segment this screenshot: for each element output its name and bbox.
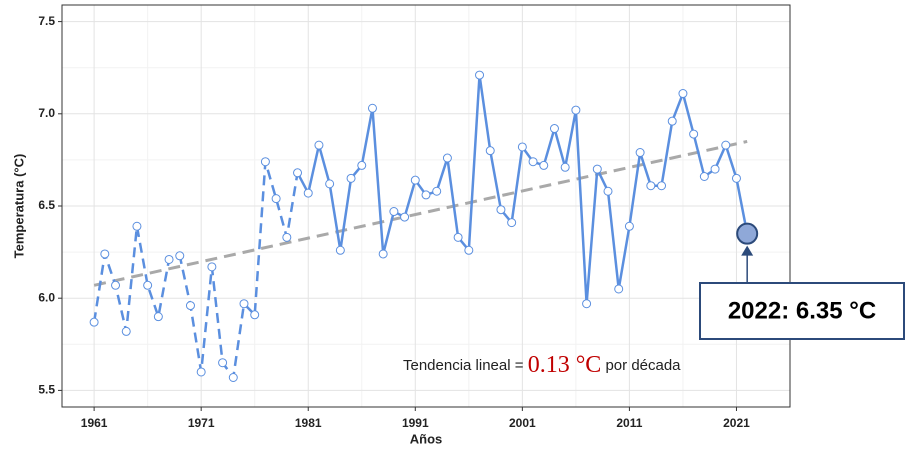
point: [303, 188, 313, 198]
point: [464, 245, 474, 255]
point: [710, 164, 720, 174]
y-tick-label: 6.5: [38, 198, 55, 212]
callout-arrowhead: [741, 245, 754, 256]
point: [421, 190, 431, 200]
highlight-point: [736, 222, 759, 245]
point: [721, 140, 731, 150]
point: [560, 162, 570, 172]
trend-value: 0.13 °C: [528, 352, 602, 378]
point: [689, 129, 699, 139]
callout-text: 2022: 6.35 °C: [728, 297, 876, 324]
point: [367, 103, 377, 113]
point: [442, 153, 452, 163]
point: [175, 251, 185, 261]
point: [539, 160, 549, 170]
point: [485, 146, 495, 156]
point: [260, 157, 270, 167]
point: [282, 232, 292, 242]
x-tick-label: 1991: [402, 416, 429, 430]
point: [378, 249, 388, 259]
x-tick-label: 2021: [723, 416, 750, 430]
point: [507, 218, 517, 228]
point: [335, 245, 345, 255]
callout-box: [699, 282, 905, 340]
point: [453, 232, 463, 242]
point: [699, 171, 709, 181]
trend-label: Tendencia lineal = 0.13 °C por década: [403, 352, 681, 378]
x-axis-title: Años: [410, 431, 443, 446]
point: [185, 301, 195, 311]
x-tick-label: 1971: [188, 416, 215, 430]
point: [475, 70, 485, 80]
point: [357, 160, 367, 170]
point: [400, 212, 410, 222]
point: [346, 173, 356, 183]
x-tick-label: 1961: [81, 416, 108, 430]
point: [549, 124, 559, 134]
point: [239, 299, 249, 309]
point: [571, 105, 581, 115]
point: [293, 168, 303, 178]
point: [196, 367, 206, 377]
point: [143, 280, 153, 290]
y-tick-label: 7.0: [38, 106, 55, 120]
point: [218, 358, 228, 368]
point: [325, 179, 335, 189]
y-tick-label: 6.0: [38, 290, 55, 304]
point: [111, 280, 121, 290]
point: [314, 140, 324, 150]
x-tick-label: 2011: [616, 416, 642, 430]
point: [432, 186, 442, 196]
point: [528, 157, 538, 167]
point: [121, 326, 131, 336]
point: [624, 221, 634, 231]
trend-suffix: por década: [605, 357, 681, 374]
point: [517, 142, 527, 152]
trend-prefix: Tendencia lineal =: [403, 357, 524, 374]
y-axis-title: Temperatura (°C): [11, 154, 26, 259]
point: [657, 181, 667, 191]
point: [207, 262, 217, 272]
point: [731, 173, 741, 183]
x-tick-label: 2001: [509, 416, 536, 430]
point: [228, 372, 238, 382]
point: [250, 310, 260, 320]
point: [132, 221, 142, 231]
point: [389, 207, 399, 217]
point: [100, 249, 110, 259]
point: [592, 164, 602, 174]
point: [410, 175, 420, 185]
y-tick-label: 7.5: [38, 14, 55, 28]
point: [678, 89, 688, 99]
point: [635, 148, 645, 158]
point: [153, 312, 163, 322]
y-tick-label: 5.5: [38, 383, 55, 397]
line-dashed: [92, 161, 299, 381]
point: [614, 284, 624, 294]
point: [89, 317, 99, 327]
x-tick-label: 1981: [295, 416, 322, 430]
point: [603, 186, 613, 196]
point: [582, 299, 592, 309]
plot-border: [61, 4, 791, 408]
point: [496, 205, 506, 215]
point: [271, 194, 281, 204]
point: [164, 254, 174, 264]
point: [667, 116, 677, 126]
point: [646, 181, 656, 191]
